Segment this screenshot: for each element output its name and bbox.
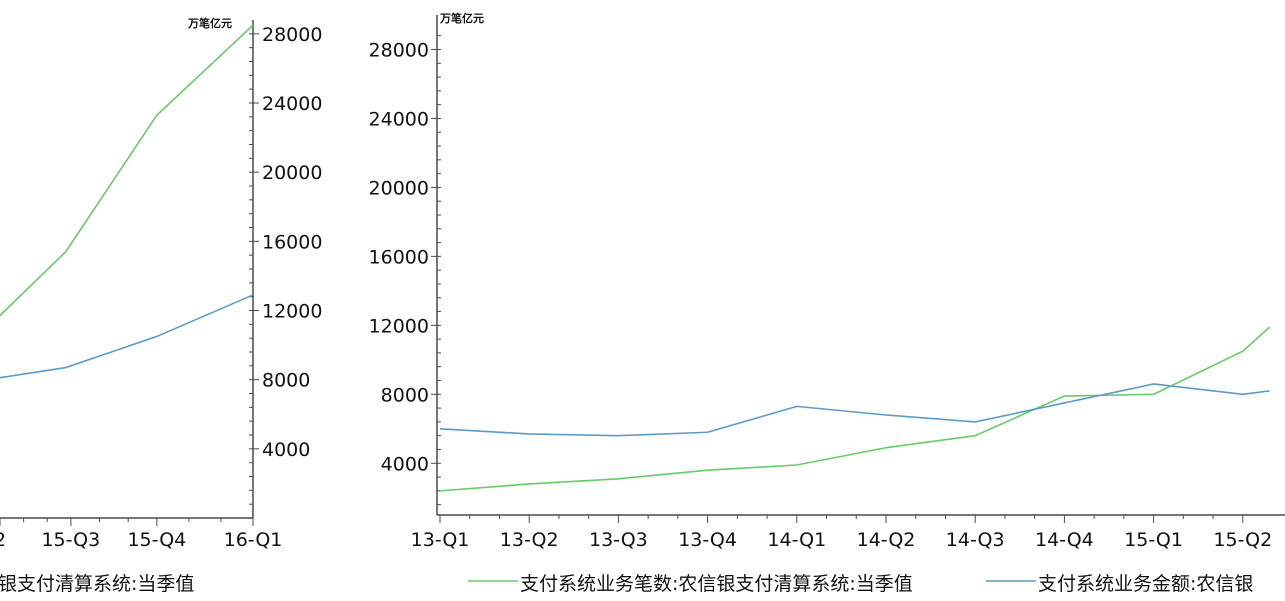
legend-right: 支付系统业务笔数:农信银支付清算系统:当季值 支付系统业务金额:农信银: [468, 573, 1253, 595]
x-tick-label: 13-Q4: [678, 529, 737, 551]
axis-ticks: 4000 8000 12000 16000 20000 24000 28000 13-Q1 13…: [369, 35, 1272, 551]
x-tick-label: 16-Q1: [224, 529, 283, 551]
series-line-1: [439, 383, 1270, 437]
y-tick-label: 4000: [262, 439, 310, 461]
y-tick-label: 24000: [262, 93, 322, 115]
series-group: [0, 24, 254, 379]
panel-left: 万笔亿元 4000 8000 12000 16000 20000 24000 28000 2 1…: [0, 16, 322, 551]
x-tick-label: 2: [0, 529, 6, 551]
y-tick-label: 12000: [262, 301, 322, 323]
x-tick-label: 13-Q2: [500, 529, 559, 551]
y-tick-label: 24000: [369, 108, 429, 130]
series-line-0: [439, 326, 1271, 492]
x-tick-label: 14-Q4: [1035, 529, 1094, 551]
x-tick-label: 15-Q3: [41, 529, 100, 551]
y-tick-label: 16000: [369, 246, 429, 268]
legend-label: 银支付清算系统:当季值: [0, 573, 194, 595]
x-tick-label: 14-Q3: [946, 529, 1005, 551]
x-tick-label: 13-Q1: [411, 529, 470, 551]
x-tick-label: 15-Q1: [1124, 529, 1183, 551]
x-tick-label: 15-Q4: [127, 529, 186, 551]
x-tick-label: 14-Q2: [857, 529, 916, 551]
y-tick-label: 8000: [381, 384, 429, 406]
x-tick-label: 13-Q3: [589, 529, 648, 551]
panel-right: 万笔亿元 4000 8000 12000 16000 20000 24000 28000 13…: [369, 11, 1285, 551]
y-tick-label: 28000: [369, 39, 429, 61]
series-group: [439, 326, 1271, 492]
x-tick-label: 15-Q2: [1213, 529, 1272, 551]
legend-label: 支付系统业务笔数:农信银支付清算系统:当季值: [520, 573, 913, 595]
legend-label: 支付系统业务金额:农信银: [1038, 573, 1253, 595]
legend-left: 银支付清算系统:当季值: [0, 573, 194, 595]
axis-ticks: 4000 8000 12000 16000 20000 24000 28000 2 15-Q3 1…: [0, 24, 322, 551]
y-tick-label: 16000: [262, 231, 322, 253]
y-tick-label: 8000: [262, 370, 310, 392]
y-tick-label: 4000: [381, 453, 429, 475]
y-tick-label: 20000: [262, 162, 322, 184]
series-line-1: [0, 294, 254, 379]
y-axis-unit-label: 万笔亿元: [187, 16, 232, 30]
x-tick-label: 14-Q1: [767, 529, 826, 551]
y-tick-label: 20000: [369, 177, 429, 199]
y-tick-label: 12000: [369, 315, 429, 337]
y-axis-unit-label: 万笔亿元: [439, 11, 484, 25]
y-tick-label: 28000: [262, 24, 322, 46]
series-line-0: [0, 24, 254, 317]
